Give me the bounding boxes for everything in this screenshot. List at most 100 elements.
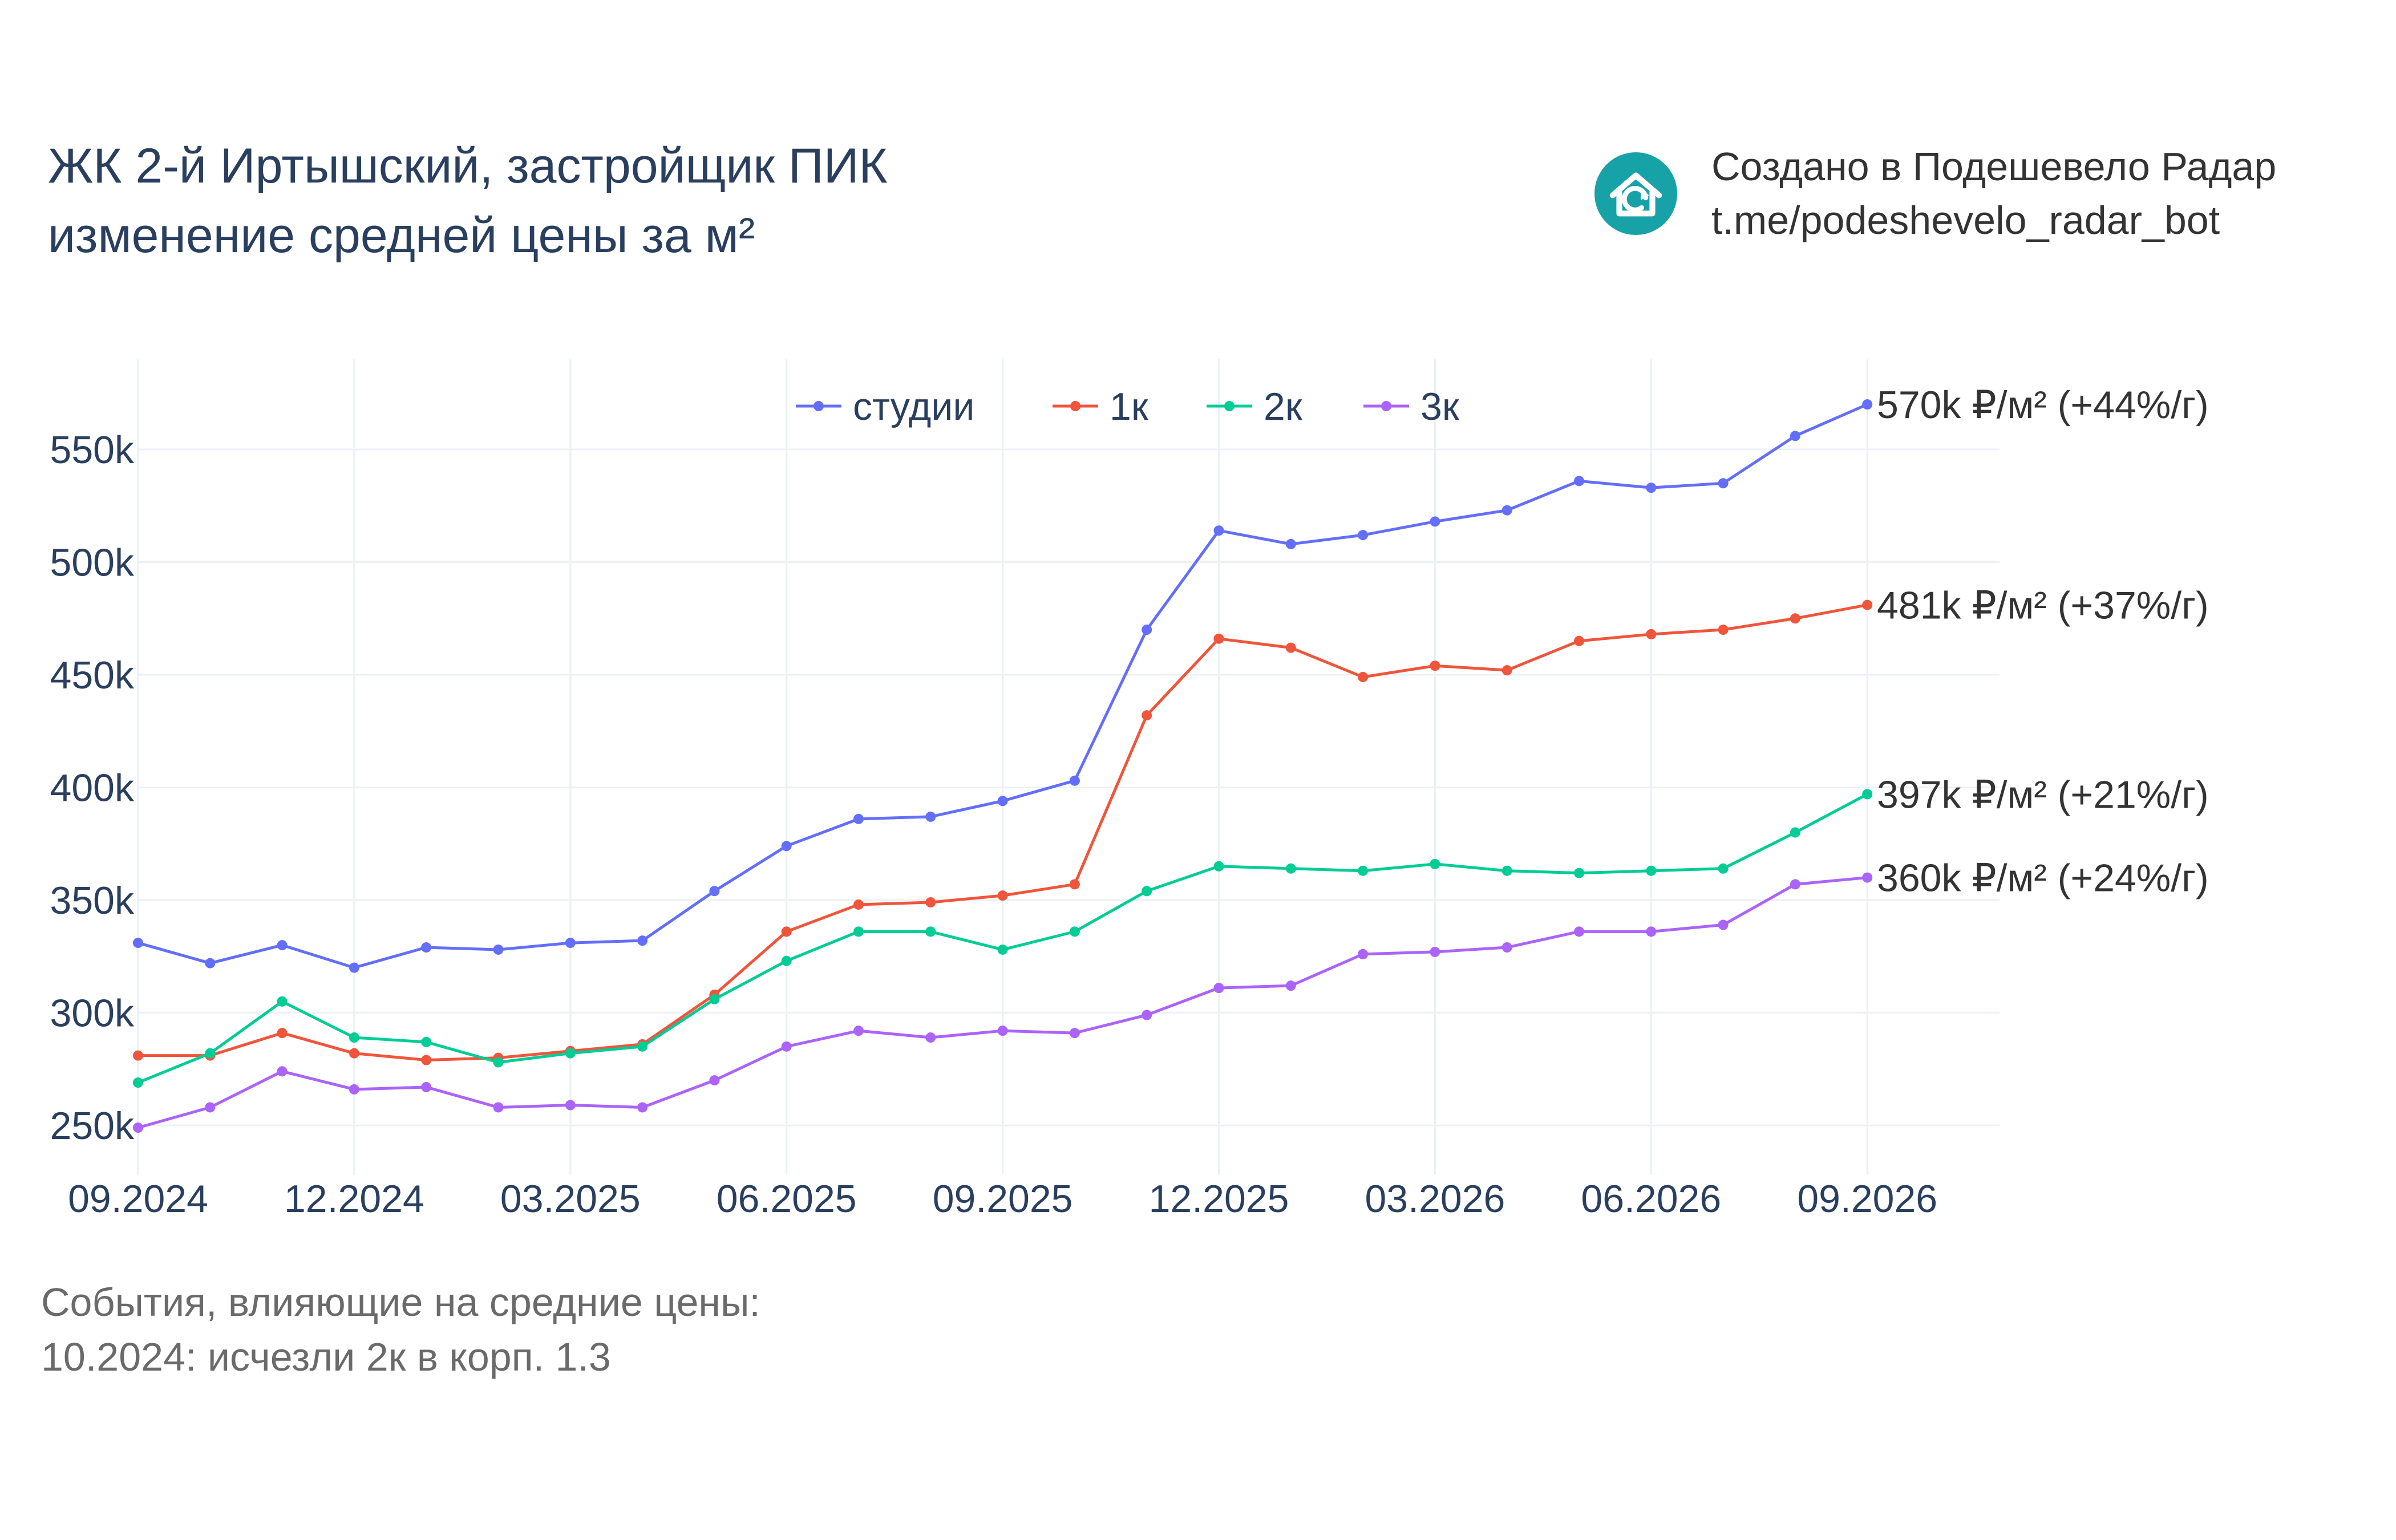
- data-point: [1718, 919, 1729, 930]
- data-point: [853, 926, 864, 937]
- data-point: [1430, 858, 1440, 869]
- data-point: [1646, 865, 1657, 876]
- data-point: [1574, 926, 1584, 937]
- data-point: [1501, 665, 1512, 676]
- y-tick-label: 350k: [50, 879, 135, 922]
- data-point: [277, 1028, 288, 1039]
- data-point: [349, 1032, 359, 1043]
- data-point: [781, 955, 792, 966]
- data-point: [565, 938, 576, 949]
- event-item: 10.2024: исчезли 2к в корп. 1.3: [41, 1335, 611, 1379]
- data-point: [997, 1026, 1008, 1036]
- data-point: [925, 811, 936, 822]
- x-tick-label: 09.2026: [1797, 1177, 1937, 1221]
- legend-swatch-dot: [1070, 401, 1080, 411]
- data-point: [133, 1077, 143, 1088]
- data-point: [1646, 483, 1657, 493]
- data-point: [493, 944, 504, 955]
- legend-item[interactable]: 3к: [1363, 385, 1460, 428]
- data-point: [1142, 1010, 1152, 1020]
- data-point: [349, 962, 359, 973]
- data-point: [637, 1102, 648, 1113]
- chart-series: [133, 399, 1873, 1133]
- chart-title-line-1: ЖК 2-й Иртышский, застройщик ПИК: [48, 139, 888, 193]
- data-point: [1862, 399, 1873, 410]
- data-point: [1718, 625, 1729, 635]
- brand-link[interactable]: t.me/podeshevelo_radar_bot: [1711, 198, 2220, 242]
- data-point: [421, 942, 432, 953]
- legend-item[interactable]: 1к: [1053, 385, 1149, 428]
- data-point: [421, 1081, 432, 1092]
- series-end-label: 397k ₽/м² (+21%/г): [1877, 773, 2209, 816]
- data-point: [421, 1036, 432, 1047]
- data-point: [997, 796, 1008, 807]
- y-tick-label: 450k: [50, 654, 135, 697]
- legend-label: 2к: [1264, 385, 1303, 428]
- data-point: [1574, 868, 1584, 878]
- data-point: [1213, 525, 1224, 536]
- data-point: [1862, 872, 1873, 883]
- y-tick-label: 500k: [50, 541, 135, 585]
- house-refresh-icon: [1594, 152, 1677, 235]
- legend-label: студии: [853, 385, 974, 428]
- data-point: [1790, 431, 1800, 441]
- series-3: [133, 872, 1873, 1133]
- data-point: [637, 1041, 648, 1052]
- data-point: [997, 944, 1008, 955]
- data-point: [853, 899, 864, 910]
- data-point: [1790, 879, 1800, 890]
- data-point: [565, 1100, 576, 1111]
- data-point: [1069, 926, 1080, 937]
- legend-swatch-dot: [1224, 401, 1235, 411]
- data-point: [1501, 865, 1512, 876]
- data-point: [1358, 671, 1369, 682]
- data-point: [1646, 629, 1657, 639]
- series-end-label: 570k ₽/м² (+44%/г): [1877, 383, 2209, 427]
- x-tick-label: 03.2025: [500, 1177, 641, 1221]
- data-point: [349, 1084, 359, 1095]
- legend-item[interactable]: 2к: [1207, 385, 1303, 428]
- series-end-label: 360k ₽/м² (+24%/г): [1877, 857, 2209, 900]
- data-point: [781, 1041, 792, 1052]
- data-point: [1430, 946, 1440, 957]
- brand-block[interactable]: Создано в Подешевело Радар t.me/podeshev…: [1594, 140, 2276, 247]
- series-0: [133, 399, 1873, 973]
- x-tick-label: 09.2024: [68, 1177, 208, 1221]
- legend-item[interactable]: студии: [796, 385, 974, 428]
- data-point: [1213, 861, 1224, 872]
- data-point: [1213, 633, 1224, 644]
- x-tick-label: 03.2026: [1365, 1177, 1505, 1221]
- brand-text: Создано в Подешевело Радар t.me/podeshev…: [1711, 140, 2276, 247]
- data-point: [1862, 789, 1873, 800]
- y-tick-label: 550k: [50, 428, 135, 472]
- data-point: [1069, 1028, 1080, 1039]
- data-point: [133, 938, 143, 949]
- data-point: [277, 1066, 288, 1077]
- data-point: [1501, 505, 1512, 516]
- data-point: [925, 926, 936, 937]
- data-point: [781, 926, 792, 937]
- series-2: [133, 789, 1873, 1088]
- legend-label: 3к: [1420, 385, 1460, 428]
- y-tick-label: 250k: [50, 1104, 135, 1148]
- data-point: [1358, 530, 1369, 541]
- data-point: [1069, 879, 1080, 890]
- data-point: [709, 886, 720, 897]
- data-point: [421, 1055, 432, 1065]
- data-point: [277, 996, 288, 1007]
- chart-title: ЖК 2-й Иртышский, застройщик ПИК изменен…: [48, 131, 888, 270]
- y-tick-label: 300k: [50, 992, 135, 1035]
- data-point: [1358, 865, 1369, 876]
- data-point: [1285, 538, 1296, 549]
- data-point: [1430, 516, 1440, 527]
- data-point: [1213, 983, 1224, 994]
- data-point: [205, 958, 216, 968]
- data-point: [925, 1032, 936, 1043]
- chart-legend[interactable]: студии 1к 2к 3к: [796, 385, 1460, 428]
- brand-line-1: Создано в Подешевело Радар: [1711, 144, 2277, 189]
- x-tick-label: 12.2025: [1149, 1177, 1289, 1221]
- data-point: [133, 1050, 143, 1061]
- chart-grid: [137, 359, 2000, 1175]
- data-point: [781, 841, 792, 852]
- data-point: [997, 890, 1008, 901]
